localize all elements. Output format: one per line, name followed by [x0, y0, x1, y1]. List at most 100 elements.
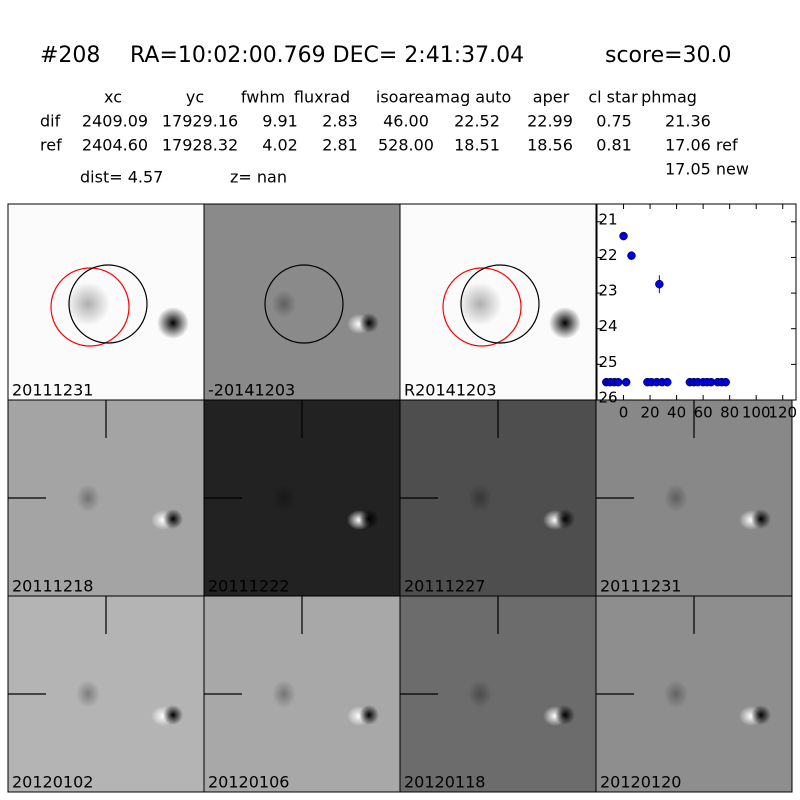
table-cell: 0.81: [596, 136, 632, 155]
stamp: 20111231: [7, 203, 205, 401]
dipole-dark: [555, 705, 575, 725]
stamp-label: -20141203: [208, 381, 295, 400]
table-cell: 22.52: [454, 112, 500, 131]
table-cell: 17.06 ref: [665, 136, 738, 155]
y-tick-label: 23: [598, 282, 617, 300]
stamp-label: 20111231: [12, 381, 93, 400]
dipole-dark: [359, 705, 379, 725]
table-cell: 17928.32: [162, 136, 238, 155]
stamp-label: 20111231: [600, 577, 681, 596]
aperture-black: [68, 264, 148, 344]
table-cell: 4.02: [262, 136, 298, 155]
object-id: #208: [40, 43, 100, 68]
source-blob: [66, 282, 110, 326]
dipole-dark: [751, 705, 771, 725]
table-cell: 2.83: [322, 112, 358, 131]
score: score=30.0: [605, 43, 732, 68]
column-header: aper: [533, 88, 570, 107]
table-cell: 2404.60: [82, 136, 148, 155]
dist: dist= 4.57: [80, 168, 163, 187]
y-tick-label: 21: [598, 210, 617, 228]
aperture-black: [460, 264, 540, 344]
stamp-label: 20120118: [404, 773, 485, 792]
column-header: fwhm: [241, 88, 285, 107]
z-value: z= nan: [230, 168, 287, 187]
stamp-label: 20111227: [404, 577, 485, 596]
point: [627, 251, 636, 260]
stamp: 20120102: [7, 595, 205, 793]
x-tick-label: 0: [619, 404, 629, 422]
x-tick-label: 20: [641, 404, 660, 422]
stamp-label: 20120102: [12, 773, 93, 792]
y-tick-label: 22: [598, 246, 617, 264]
column-header: cl star: [588, 88, 638, 107]
dipole-dark: [359, 313, 379, 333]
column-header: isoarea: [376, 88, 434, 107]
row-label: dif: [40, 112, 61, 131]
column-header: mag auto: [435, 88, 512, 107]
source-blob: [272, 290, 296, 318]
stamp: 20111231: [595, 399, 793, 597]
stamp-label: R20141203: [404, 381, 497, 400]
table-cell: 18.56: [527, 136, 573, 155]
aperture-black: [264, 264, 344, 344]
source-blob: [468, 484, 492, 512]
table-cell: 0.75: [596, 112, 632, 131]
x-tick-label: 120: [768, 404, 797, 422]
dipole-dark: [157, 307, 189, 339]
stamp: 20120120: [595, 595, 793, 793]
dipole-dark: [163, 509, 183, 529]
x-tick-label: 40: [667, 404, 686, 422]
source-blob: [272, 680, 296, 708]
source-blob: [272, 484, 296, 512]
x-tick-label: 60: [694, 404, 713, 422]
table-cell: 46.00: [383, 112, 429, 131]
source-blob: [76, 484, 100, 512]
table-cell: 9.91: [262, 112, 298, 131]
table-cell: 17929.16: [162, 112, 238, 131]
column-header: xc: [104, 88, 122, 107]
dipole-dark: [549, 307, 581, 339]
x-tick-label: 80: [720, 404, 739, 422]
stamp-image: [203, 203, 401, 401]
stamp: R20141203: [399, 203, 597, 401]
y-tick-label: 24: [598, 317, 617, 335]
source-blob: [76, 680, 100, 708]
aperture-red: [442, 267, 522, 347]
point: [663, 377, 672, 387]
stamp: 20120118: [399, 595, 597, 793]
dipole-dark: [359, 509, 379, 529]
source-blob: [664, 484, 688, 512]
stamp: 20111227: [399, 399, 597, 597]
dipole-dark: [555, 509, 575, 529]
dipole-dark: [751, 509, 771, 529]
point: [721, 377, 730, 387]
source-blob: [468, 680, 492, 708]
stamp-label: 20120120: [600, 773, 681, 792]
y-tick-label: 26: [598, 389, 617, 407]
stamp: 20111218: [7, 399, 205, 597]
plot-area: [596, 203, 797, 401]
stamp: -20141203: [203, 203, 401, 401]
table-cell: 2.81: [322, 136, 358, 155]
table-cell: 21.36: [665, 112, 711, 131]
table-cell: 2409.09: [82, 112, 148, 131]
coordinates: RA=10:02:00.769 DEC= 2:41:37.04: [130, 43, 524, 68]
dipole-dark: [163, 705, 183, 725]
column-header: fluxrad: [294, 88, 350, 107]
source-blob: [664, 680, 688, 708]
point: [655, 279, 664, 289]
column-header: phmag: [641, 88, 697, 107]
table-cell: 22.99: [527, 112, 573, 131]
source-blob: [458, 282, 502, 326]
point: [613, 377, 623, 387]
y-tick-label: 25: [598, 353, 617, 371]
table-cell: 528.00: [378, 136, 434, 155]
aperture-red: [50, 267, 130, 347]
x-tick-label: 100: [742, 404, 771, 422]
column-header: yc: [186, 88, 204, 107]
stamp-label: 20111222: [208, 577, 289, 596]
points: [602, 231, 730, 387]
row-label: ref: [40, 136, 62, 155]
